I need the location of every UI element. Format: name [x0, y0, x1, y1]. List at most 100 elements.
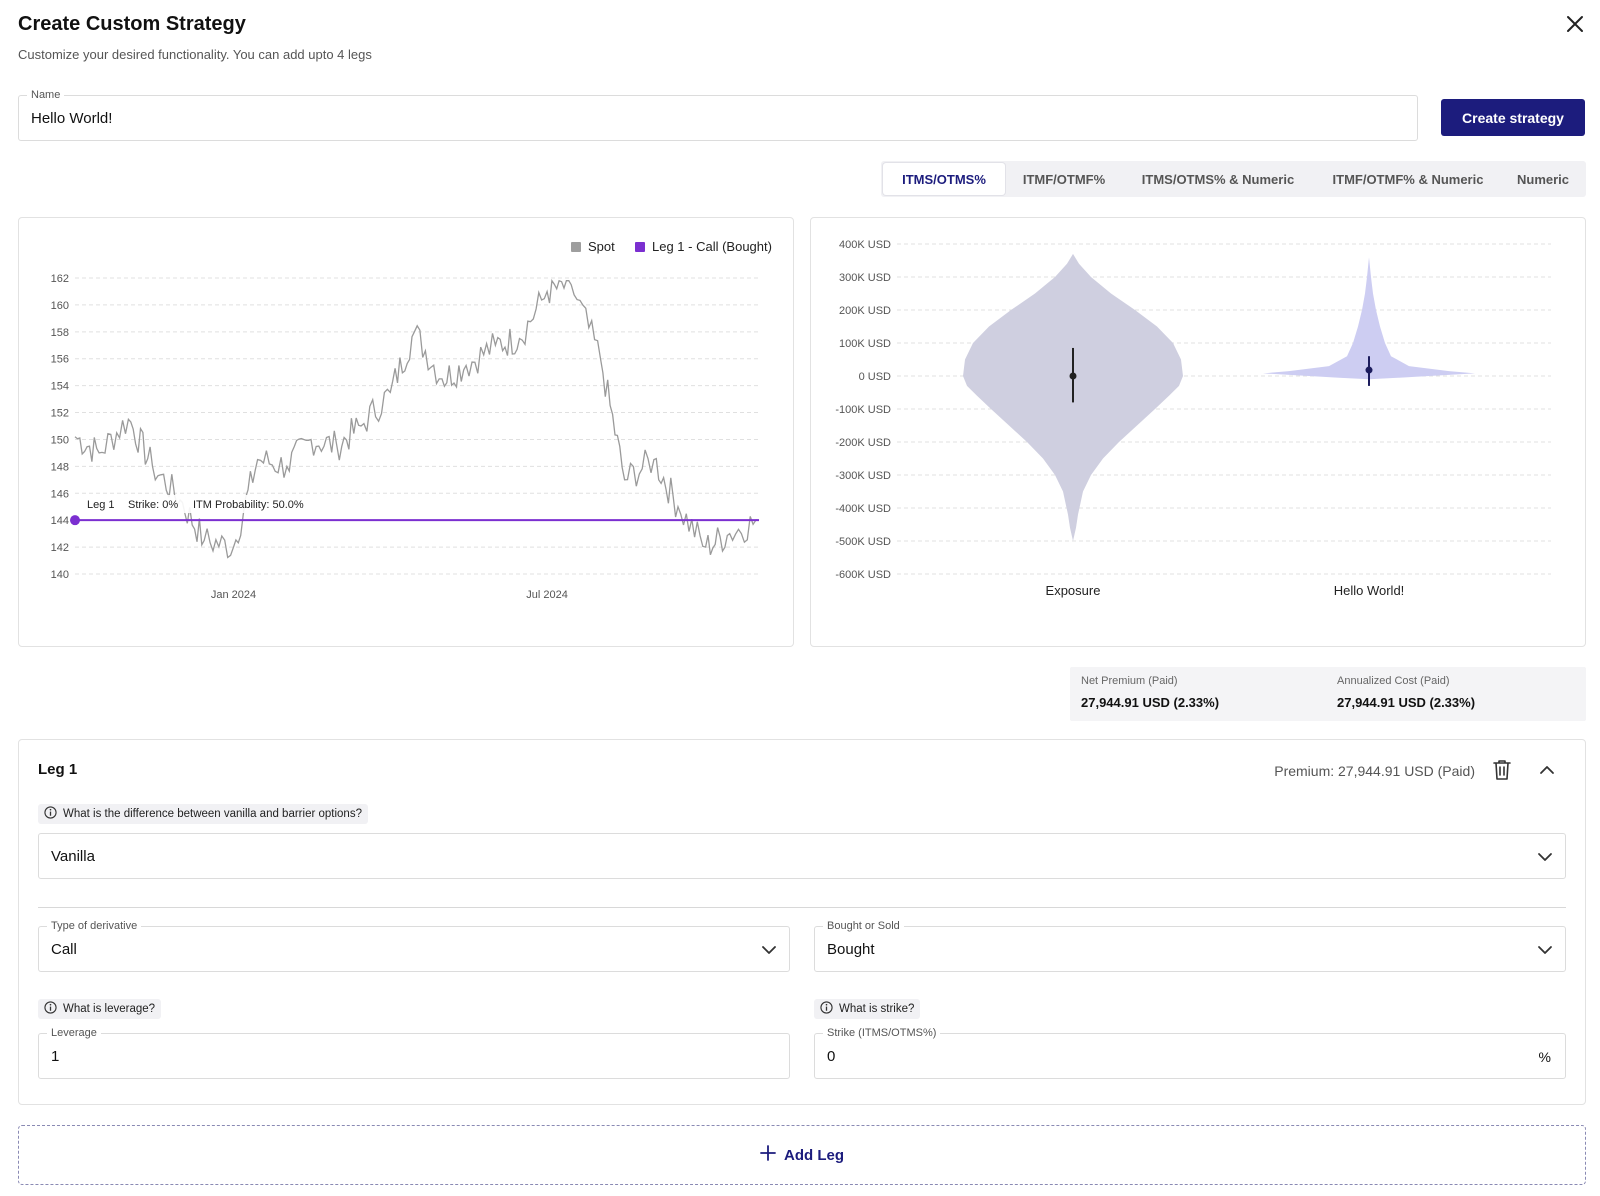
leg1-strike-handle[interactable]: [70, 515, 80, 526]
option-style-select[interactable]: Vanilla: [38, 833, 1566, 879]
plus-icon: [760, 1145, 776, 1165]
spot-y-tick: 144: [51, 515, 69, 527]
violin-exposure-median: [1069, 372, 1077, 380]
tab-itms-otms-numeric[interactable]: ITMS/OTMS% & Numeric: [1141, 171, 1295, 187]
info-icon: [44, 806, 57, 822]
derivative-type-label: Type of derivative: [47, 919, 142, 933]
leg1-annotation-label: Leg 1: [87, 499, 115, 511]
spot-y-tick: 158: [51, 327, 69, 339]
violin-y-tick: 400K USD: [839, 239, 891, 251]
name-field-value: Hello World!: [31, 110, 113, 127]
leg1-annotation-itm: ITM Probability: 50.0%: [193, 499, 304, 511]
create-strategy-button[interactable]: Create strategy: [1441, 99, 1585, 136]
net-premium-label: Net Premium (Paid): [1081, 675, 1178, 687]
tab-itmf-otmf-numeric[interactable]: ITMF/OTMF% & Numeric: [1332, 171, 1484, 187]
spot-x-tick: Jan 2024: [211, 589, 256, 601]
legend-swatch-spot: [571, 242, 581, 252]
leg-title: Leg 1: [38, 761, 78, 778]
strike-help-chip[interactable]: What is strike?: [814, 999, 921, 1019]
strike-unit: %: [1538, 1049, 1551, 1065]
spot-chart-panel: Spot Leg 1 - Call (Bought) 140 142 144 146 1…: [18, 217, 794, 647]
tab-itmf-otmf[interactable]: ITMF/OTMF%: [1022, 171, 1106, 187]
spot-y-tick: 152: [51, 408, 69, 420]
annualized-cost-value: 27,944.91 USD (2.33%): [1337, 695, 1476, 710]
close-icon[interactable]: [1564, 13, 1586, 35]
leg-card: Leg 1 Premium: 27,944.91 USD (Paid) What…: [18, 739, 1586, 1105]
derivative-type-value: Call: [51, 941, 77, 958]
chevron-down-icon: [1537, 942, 1553, 958]
legend-label-leg1: Leg 1 - Call (Bought): [652, 239, 772, 254]
violin-y-tick: -600K USD: [835, 569, 891, 581]
spot-y-tick: 140: [51, 569, 69, 581]
chevron-down-icon: [1537, 849, 1553, 865]
name-field[interactable]: Name Hello World!: [18, 88, 1418, 141]
trash-icon[interactable]: [1491, 758, 1513, 782]
violin-y-tick: 0 USD: [859, 371, 891, 383]
chevron-down-icon: [761, 942, 777, 958]
violin-strategy: [1263, 257, 1475, 380]
spot-y-tick: 142: [51, 542, 69, 554]
violin-y-tick: 100K USD: [839, 338, 891, 350]
violin-y-tick: -100K USD: [835, 404, 891, 416]
violin-y-tick: -200K USD: [835, 437, 891, 449]
bought-sold-value: Bought: [827, 941, 875, 958]
leg-divider: [38, 907, 1566, 908]
spot-chart: Spot Leg 1 - Call (Bought) 140 142 144 146 1…: [51, 239, 772, 601]
bought-sold-label: Bought or Sold: [823, 919, 904, 933]
strike-help-text: What is strike?: [839, 1003, 915, 1015]
spot-y-tick: 156: [51, 354, 69, 366]
spot-y-tick: 160: [51, 300, 69, 312]
strike-label: Strike (ITMS/OTMS%): [823, 1026, 941, 1040]
spot-y-tick: 154: [51, 381, 69, 393]
violin-y-tick: -500K USD: [835, 536, 891, 548]
tab-itms-otms[interactable]: ITMS/OTMS%: [883, 163, 1005, 195]
leverage-label: Leverage: [47, 1026, 101, 1040]
leverage-help-chip[interactable]: What is leverage?: [38, 999, 162, 1019]
leverage-value: 1: [51, 1048, 60, 1065]
barrier-help-chip[interactable]: What is the difference between vanilla a…: [38, 804, 368, 824]
violin-chart: 400K USD 300K USD 200K USD 100K USD 0 USD -10…: [835, 239, 1551, 598]
net-premium-value: 27,944.91 USD (2.33%): [1081, 695, 1220, 710]
page-title: Create Custom Strategy: [18, 13, 246, 35]
spot-y-tick: 148: [51, 461, 69, 473]
leg-premium: Premium: 27,944.91 USD (Paid): [1274, 763, 1475, 779]
info-icon: [44, 1001, 57, 1017]
spot-legend: Spot Leg 1 - Call (Bought): [571, 239, 772, 254]
violin-y-tick: -300K USD: [835, 470, 891, 482]
violin-y-tick: 200K USD: [839, 305, 891, 317]
legend-swatch-leg1: [635, 242, 645, 252]
annualized-cost-label: Annualized Cost (Paid): [1337, 675, 1450, 687]
exposure-violin-panel: 400K USD 300K USD 200K USD 100K USD 0 USD -10…: [810, 217, 1586, 647]
leg1-annotation-box: [81, 495, 321, 513]
leverage-input[interactable]: Leverage 1: [38, 1026, 790, 1079]
info-icon: [820, 1001, 833, 1017]
spot-y-tick: 162: [51, 273, 69, 285]
violin-y-tick: -400K USD: [835, 503, 891, 515]
add-leg-label: Add Leg: [784, 1146, 844, 1164]
premium-summary: Net Premium (Paid) 27,944.91 USD (2.33%)…: [1070, 667, 1586, 721]
spot-series-line: [74, 278, 760, 559]
barrier-help-text: What is the difference between vanilla a…: [63, 808, 362, 820]
leg1-annotation: Leg 1 Strike: 0% ITM Probability: 50.0%: [81, 495, 321, 513]
legend-label-spot: Spot: [588, 239, 615, 254]
spot-x-tick: Jul 2024: [526, 589, 568, 601]
add-leg-button[interactable]: Add Leg: [18, 1125, 1586, 1185]
leg1-annotation-strike: Strike: 0%: [128, 499, 178, 511]
leverage-help-text: What is leverage?: [63, 1003, 156, 1015]
name-field-label: Name: [27, 88, 65, 102]
spot-y-tick: 146: [51, 488, 69, 500]
spot-y-tick: 150: [51, 434, 69, 446]
option-style-value: Vanilla: [51, 848, 95, 865]
derivative-type-select[interactable]: Type of derivative Call: [38, 919, 790, 972]
violin-category-exposure: Exposure: [1046, 583, 1101, 598]
violin-strategy-median: [1365, 366, 1373, 374]
strike-mode-tabs: ITMS/OTMS% ITMF/OTMF% ITMS/OTMS% & Numer…: [881, 161, 1586, 197]
page-subtitle: Customize your desired functionality. Yo…: [18, 47, 372, 62]
strike-value: 0: [827, 1048, 836, 1065]
bought-sold-select[interactable]: Bought or Sold Bought: [814, 919, 1566, 972]
violin-category-strategy: Hello World!: [1334, 583, 1405, 598]
tab-numeric[interactable]: Numeric: [1516, 171, 1570, 187]
violin-y-tick: 300K USD: [839, 272, 891, 284]
strike-input[interactable]: Strike (ITMS/OTMS%) 0 %: [814, 1026, 1566, 1079]
chevron-up-icon[interactable]: [1538, 761, 1556, 779]
